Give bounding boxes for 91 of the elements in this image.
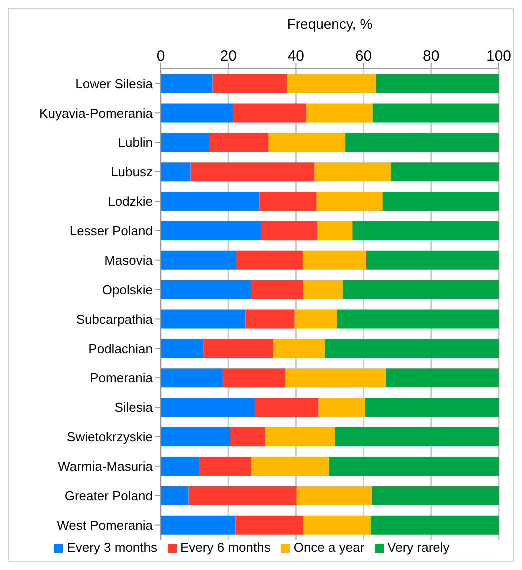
bar (161, 221, 262, 240)
bar (161, 310, 246, 329)
y-tick-label: Warmia-Masuria (58, 459, 154, 474)
y-tick-label: Masovia (104, 252, 154, 268)
bar (230, 428, 266, 447)
bar (337, 310, 499, 329)
bar (265, 428, 336, 447)
y-tick-label: Lodzkie (108, 194, 153, 210)
x-tick-label: 80 (423, 48, 440, 65)
bar (329, 456, 499, 476)
bar (204, 339, 274, 358)
y-tick-label: West Pomerania (57, 518, 154, 533)
y-tick-label: Silesia (114, 400, 154, 416)
x-tick-label: 0 (156, 48, 166, 65)
bar (372, 104, 499, 123)
bar (317, 221, 353, 240)
y-tick-label: Swietokrzyskie (67, 430, 153, 445)
bar (316, 192, 383, 212)
bar (161, 368, 223, 388)
y-tick-label: Opolskie (102, 282, 153, 298)
bar (222, 368, 286, 388)
bar (236, 516, 304, 535)
bar (161, 133, 210, 152)
x-tick-label: 100 (486, 48, 512, 65)
bar (365, 398, 499, 418)
bar (252, 456, 330, 476)
bar (161, 250, 236, 270)
bar (161, 280, 252, 300)
legend-label: Very rarely (388, 540, 450, 555)
bar (246, 310, 295, 329)
x-tick-label: 60 (355, 48, 372, 65)
bar (161, 516, 236, 535)
legend-label: Every 6 months (180, 540, 271, 555)
bar (161, 192, 260, 212)
bar (306, 104, 373, 123)
bar (261, 221, 318, 240)
bar (287, 74, 376, 94)
bar (376, 74, 499, 94)
legend-label: Once a year (294, 540, 365, 555)
bar (325, 339, 499, 358)
bar (210, 133, 269, 152)
bar (352, 221, 499, 240)
bar (391, 162, 499, 182)
y-tick-label: Lublin (118, 135, 153, 150)
bar (346, 133, 499, 152)
bar (304, 516, 371, 535)
y-tick-label: Podlachian (88, 341, 153, 356)
bar (370, 516, 499, 535)
y-tick-label: Lubusz (111, 164, 153, 180)
bar (304, 280, 344, 300)
bar (236, 250, 303, 270)
x-tick-label: 40 (288, 48, 305, 65)
bar (318, 398, 366, 418)
bar (260, 192, 317, 212)
bar (386, 368, 499, 388)
y-tick-label: Lower Silesia (76, 76, 154, 92)
bar (366, 250, 499, 270)
bar (335, 428, 499, 447)
legend-label: Every 3 months (67, 540, 158, 555)
bar (161, 398, 255, 418)
bar (190, 162, 314, 182)
x-axis-title: Frequency, % (287, 16, 373, 32)
bar (161, 74, 213, 94)
bar (212, 74, 288, 94)
bar (343, 280, 499, 300)
bar (302, 250, 367, 270)
bar (274, 339, 326, 358)
bar (161, 162, 191, 182)
bar (296, 486, 372, 506)
bar (268, 133, 346, 152)
y-tick-label: Pomerania (90, 370, 154, 386)
y-tick-label: Greater Poland (64, 488, 153, 504)
bar (161, 428, 230, 447)
y-tick-label: Kuyavia-Pomerania (40, 106, 154, 121)
bar (161, 486, 189, 506)
bar (286, 368, 386, 388)
y-tick-label: Lesser Poland (70, 224, 153, 239)
bar (161, 339, 204, 358)
bar (372, 486, 499, 506)
bar (294, 310, 338, 329)
bar (161, 104, 234, 123)
bar (188, 486, 297, 506)
bar (161, 456, 200, 476)
bar (251, 280, 304, 300)
bar (254, 398, 319, 418)
y-tick-label: Subcarpathia (76, 312, 154, 327)
bar (382, 192, 499, 212)
bar (233, 104, 306, 123)
bar (314, 162, 392, 182)
bar (200, 456, 252, 476)
x-tick-label: 20 (220, 48, 237, 65)
